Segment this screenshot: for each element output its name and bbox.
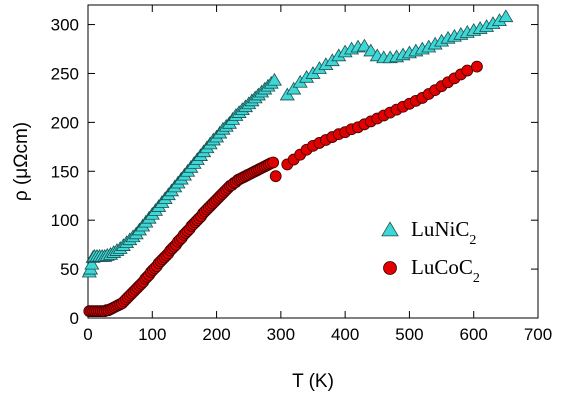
y-tick-label: 0 <box>70 309 79 328</box>
x-axis-label: T (K) <box>292 371 334 392</box>
x-tick-label: 500 <box>395 325 423 344</box>
legend-marker <box>381 221 399 237</box>
data-point <box>356 38 372 52</box>
data-series <box>81 9 514 318</box>
legend-label: LuCoC2 <box>411 255 480 286</box>
data-point <box>498 9 514 23</box>
series-triangle <box>81 9 514 278</box>
x-tick-label: 400 <box>331 325 359 344</box>
data-point <box>363 43 379 57</box>
x-tick-label: 700 <box>524 325 552 344</box>
y-tick-label: 250 <box>51 64 79 83</box>
y-tick-label: 100 <box>51 211 79 230</box>
legend-item: LuCoC2 <box>383 255 480 286</box>
axis-ticks: 0 100 200 300 400 500 600 700 0 50 100 150 200 250 300 <box>51 5 552 344</box>
series-circle <box>83 60 483 318</box>
legend-marker <box>383 261 397 275</box>
x-tick-label: 600 <box>460 325 488 344</box>
y-tick-label: 300 <box>51 16 79 35</box>
x-tick-label: 100 <box>138 325 166 344</box>
data-point <box>84 256 100 270</box>
y-tick-label: 200 <box>51 113 79 132</box>
x-tick-label: 200 <box>202 325 230 344</box>
legend-label: LuNiC2 <box>411 217 476 248</box>
x-tick-label: 0 <box>83 325 92 344</box>
data-point <box>266 72 282 86</box>
legend: LuNiC2 LuCoC2 <box>381 217 480 286</box>
data-point <box>267 156 280 169</box>
data-point <box>471 60 483 73</box>
y-tick-label: 50 <box>60 260 79 279</box>
y-tick-label: 150 <box>51 162 79 181</box>
x-tick-label: 300 <box>267 325 295 344</box>
legend-item: LuNiC2 <box>381 217 476 248</box>
plot-frame <box>87 4 539 319</box>
data-point <box>286 81 302 95</box>
y-axis-label: ρ (μΩcm) <box>11 122 32 201</box>
data-point <box>269 170 282 183</box>
